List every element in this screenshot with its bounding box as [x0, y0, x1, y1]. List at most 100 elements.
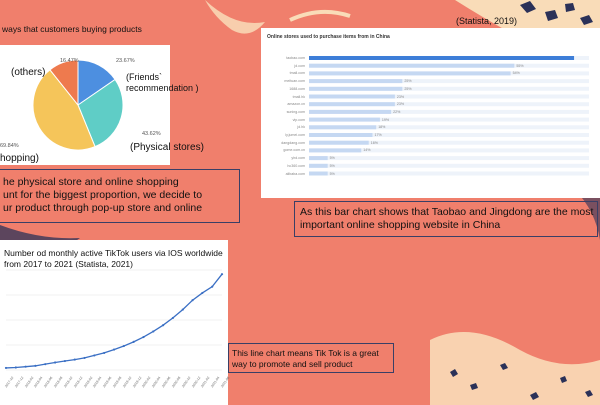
bar-value-label: 23%: [396, 94, 405, 99]
bar-value-label: 17%: [374, 133, 382, 137]
line-point: [34, 364, 37, 367]
line-point: [161, 324, 165, 327]
line-caption-box: This line chart means Tik Tok is a great…: [228, 343, 394, 373]
bar-track: [309, 94, 589, 99]
bar-chart: [309, 56, 589, 176]
bar-category-label: vip.com: [292, 117, 305, 122]
line-point: [4, 366, 8, 370]
bar-value-label: 19%: [381, 117, 390, 122]
bar-category-label: meituan.com: [284, 79, 305, 84]
line-chart-panel: [0, 240, 228, 405]
bar-track: [309, 117, 589, 122]
navy-confetti-bottom: [450, 363, 593, 400]
line-chart: [4, 269, 224, 371]
line-series: [5, 273, 223, 369]
bar-value-label: 5%: [329, 163, 335, 168]
pie-value-others: 16.47%: [60, 58, 79, 64]
bar-track: [309, 171, 589, 176]
bar-yhd-com: [309, 156, 328, 161]
navy-edge-right: [575, 190, 600, 240]
bar-category-label: amazon.cn: [287, 102, 305, 107]
bar-value-label: 25%: [404, 79, 412, 84]
bar-taobao-com: [309, 56, 575, 60]
bar-value-label: 22%: [393, 109, 401, 114]
line-point: [142, 335, 145, 339]
bar-source-label: (Statista, 2019): [456, 16, 518, 26]
bar-jd-com: [309, 63, 515, 68]
bar-value-label: 18%: [378, 125, 386, 130]
bar-meituan-com: [309, 79, 403, 84]
bar-category-label: jd.com: [294, 63, 305, 68]
bar-tmall-com: [309, 71, 511, 76]
bar-value-label: 5%: [329, 171, 335, 176]
bar-jd-hk: [309, 125, 377, 130]
line-point: [83, 356, 86, 360]
pie-caption-box: he physical store and online shopping un…: [0, 169, 240, 223]
line-point: [73, 358, 76, 361]
line-point: [122, 344, 125, 348]
bar-track: [309, 79, 589, 84]
line-point: [211, 285, 214, 288]
pie-title: ways that customers buying products: [2, 24, 142, 34]
bar-hc360-com: [309, 163, 328, 168]
line-point: [53, 361, 57, 364]
bar-caption-box: As this bar chart shows that Taobao and …: [294, 201, 598, 237]
bar-alibaba-com: [309, 171, 328, 176]
bar-track: [309, 86, 589, 91]
bar-category-label: ly.jumei.com: [285, 133, 305, 137]
bar-track: [309, 102, 589, 107]
line-point: [152, 330, 155, 333]
pie-label-physical: (Physical stores): [130, 142, 204, 153]
pie-value-online: 69.84%: [0, 143, 19, 149]
line-point: [103, 351, 106, 355]
pie-slice-others: [49, 59, 79, 107]
line-point: [63, 359, 67, 363]
bar-track: [309, 109, 589, 114]
bar-value-label: 23%: [396, 102, 405, 107]
bar-category-label: dangdang.com: [281, 140, 305, 145]
line-point: [201, 291, 204, 295]
bar-dangdang-com: [309, 140, 369, 145]
bar-value-label: 5%: [329, 156, 335, 161]
bar-track: [309, 140, 589, 145]
bar-track: [309, 125, 589, 130]
bar-category-label: hc360.com: [287, 163, 305, 168]
bar-value-label: 16%: [370, 140, 378, 145]
bar-chart-title: Online stores used to purchase items fro…: [267, 34, 390, 40]
pie-value-physical: 43.62%: [142, 131, 161, 137]
bar-category-label: 1688.com: [289, 86, 305, 91]
bar-category-label: tmall.com: [289, 71, 305, 76]
cream-swoosh-shape: [205, 0, 265, 34]
pie-slice-online: [32, 69, 96, 151]
bar-value-label: 14%: [363, 148, 371, 153]
pie-value-friends: 23.67%: [116, 58, 135, 64]
bar-category-label: jd.hk: [297, 125, 305, 130]
bar-amazon-cn: [309, 102, 395, 107]
bar-category-label: suning.com: [286, 109, 305, 114]
line-point: [44, 363, 47, 366]
line-point: [132, 340, 135, 343]
line-chart-title: Number od monthly active TikTok users vi…: [4, 248, 223, 269]
bar-track: [309, 156, 589, 161]
line-point: [112, 348, 116, 351]
bar-category-label: alibaba.com: [285, 171, 305, 176]
bar-suning-com: [309, 109, 392, 114]
bar-category-label: taobao.com: [286, 56, 305, 60]
bar-value-label: 25%: [404, 86, 412, 91]
line-point: [93, 354, 96, 357]
line-point: [14, 366, 17, 369]
cream-bottom-shape: [430, 332, 600, 405]
bar-tmall-hk: [309, 94, 395, 99]
pie-slice-physical: [77, 78, 124, 148]
navy-confetti-top: [520, 1, 593, 37]
bar-track: [309, 148, 589, 153]
pie-label-others: (others): [11, 67, 46, 78]
line-point: [181, 308, 184, 311]
bar-vip-com: [309, 117, 380, 122]
bar-ly-jumei-com: [309, 133, 373, 137]
cream-curve-line: [289, 9, 351, 22]
bar-gome-com-cn: [309, 148, 362, 153]
bar-track: [309, 133, 589, 137]
bar-category-label: yhd.com: [291, 156, 305, 161]
bar-category-label: gome.com.cn: [283, 148, 305, 153]
